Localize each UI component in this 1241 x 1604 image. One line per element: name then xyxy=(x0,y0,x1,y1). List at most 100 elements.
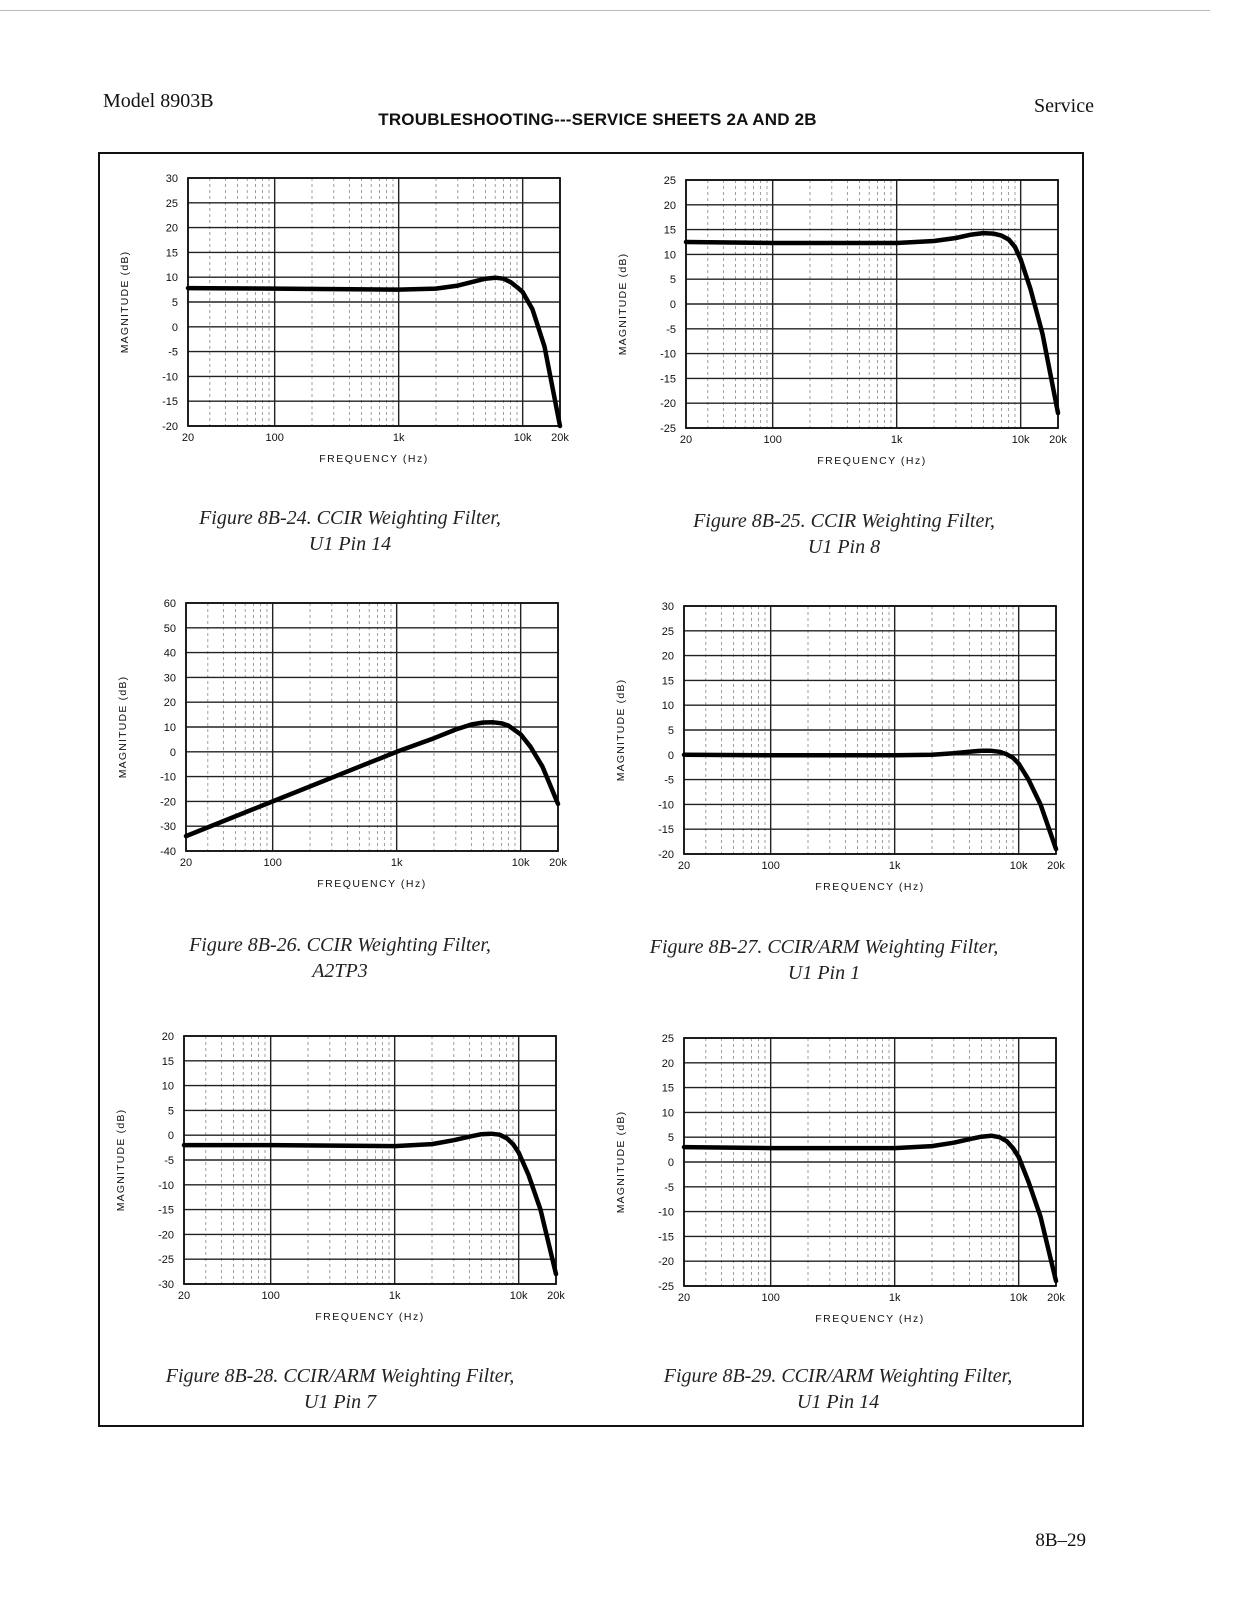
y-tick-label: 0 xyxy=(168,1130,174,1142)
y-tick-label: 25 xyxy=(664,175,676,187)
caption-figure-8b-27: Figure 8B-27. CCIR/ARM Weighting Filter,… xyxy=(604,934,1044,986)
model-label: Model 8903B xyxy=(103,90,214,112)
x-tick-label: 100 xyxy=(263,857,281,869)
y-tick-label: -20 xyxy=(160,796,176,808)
x-tick-label: 1k xyxy=(391,857,403,869)
x-axis-title: FREQUENCY (Hz) xyxy=(315,1311,424,1323)
plot-border xyxy=(185,602,559,852)
y-axis-title: MAGNITUDE (dB) xyxy=(617,253,629,356)
chart-figure-8b-25: 25 20 15 10 5 0 -5 -10 -15 -20 -25 20 100 1k 10k 20k FRE… xyxy=(608,170,1078,470)
caption-figure-8b-28: Figure 8B-28. CCIR/ARM Weighting Filter,… xyxy=(120,1363,560,1415)
caption-line2: U1 Pin 14 xyxy=(308,533,392,555)
y-tick-label: 25 xyxy=(662,1033,674,1045)
x-axis-title: FREQUENCY (Hz) xyxy=(815,1313,924,1325)
y-tick-label: 10 xyxy=(662,1107,674,1119)
x-tick-label: 100 xyxy=(261,1290,279,1302)
y-tick-label: -20 xyxy=(658,1256,674,1268)
y-tick-label: -30 xyxy=(160,821,176,833)
x-tick-label: 10k xyxy=(512,857,530,869)
y-tick-label: -20 xyxy=(162,421,178,433)
y-tick-label: 30 xyxy=(662,601,674,613)
y-tick-label: -40 xyxy=(160,846,176,858)
chart-figure-8b-29: 25 20 15 10 5 0 -5 -10 -15 -20 -25 20 100 1k 10k 20k FRE… xyxy=(606,1028,1076,1328)
y-tick-label: 5 xyxy=(668,1132,674,1144)
x-tick-label: 20 xyxy=(178,1290,190,1302)
x-tick-label: 10k xyxy=(510,1290,528,1302)
y-tick-label: -10 xyxy=(660,349,676,361)
caption-line2: U1 Pin 8 xyxy=(807,536,881,558)
y-tick-label: -15 xyxy=(658,1231,674,1243)
y-tick-label: 15 xyxy=(166,247,178,259)
y-tick-label: -5 xyxy=(664,775,674,787)
x-axis-title: FREQUENCY (Hz) xyxy=(317,878,426,890)
x-tick-label: 1k xyxy=(891,434,903,446)
x-axis-title: FREQUENCY (Hz) xyxy=(319,453,428,465)
y-tick-label: 15 xyxy=(664,225,676,237)
y-tick-label: 25 xyxy=(166,198,178,210)
y-tick-label: 5 xyxy=(668,725,674,737)
y-tick-label: 0 xyxy=(668,750,674,762)
x-tick-label: 20 xyxy=(678,860,690,872)
caption-line2: U1 Pin 1 xyxy=(787,962,861,984)
caption-line2: U1 Pin 7 xyxy=(303,1391,377,1413)
y-tick-label: 30 xyxy=(164,672,176,684)
caption-figure-8b-26: Figure 8B-26. CCIR Weighting Filter, A2T… xyxy=(120,932,560,984)
x-tick-label: 20 xyxy=(180,857,192,869)
y-tick-label: -20 xyxy=(660,398,676,410)
y-tick-label: 15 xyxy=(162,1056,174,1068)
y-tick-label: -20 xyxy=(658,849,674,861)
y-axis-title: MAGNITUDE (dB) xyxy=(115,1109,127,1212)
y-tick-label: -10 xyxy=(160,772,176,784)
y-tick-label: 15 xyxy=(662,1083,674,1095)
plot-border xyxy=(683,605,1057,855)
y-tick-label: 0 xyxy=(670,299,676,311)
y-tick-label: 10 xyxy=(164,722,176,734)
y-tick-label: -15 xyxy=(660,373,676,385)
y-tick-label: 20 xyxy=(164,697,176,709)
x-tick-label: 1k xyxy=(889,1292,901,1304)
page-top-rule xyxy=(0,10,1210,11)
x-tick-label: 20k xyxy=(1047,1292,1065,1304)
caption-figure-8b-29: Figure 8B-29. CCIR/ARM Weighting Filter,… xyxy=(618,1363,1058,1415)
x-tick-label: 20 xyxy=(678,1292,690,1304)
y-axis-title: MAGNITUDE (dB) xyxy=(615,679,627,782)
plot-border xyxy=(685,179,1059,429)
chart-figure-8b-24: 30 25 20 15 10 5 0 -5 -10 -15 -20 20 100 1k 10k 20k FREQ… xyxy=(110,168,580,468)
x-axis-title: FREQUENCY (Hz) xyxy=(815,881,924,893)
x-tick-label: 20 xyxy=(680,434,692,446)
x-tick-label: 1k xyxy=(889,860,901,872)
x-tick-label: 20k xyxy=(551,432,569,444)
y-tick-label: -15 xyxy=(162,396,178,408)
plot-border xyxy=(187,177,561,427)
y-tick-label: -30 xyxy=(158,1279,174,1291)
x-tick-label: 20k xyxy=(547,1290,565,1302)
y-tick-label: -25 xyxy=(660,423,676,435)
caption-line1: Figure 8B-25. CCIR Weighting Filter, xyxy=(693,510,995,532)
x-tick-label: 10k xyxy=(1010,1292,1028,1304)
y-tick-label: 20 xyxy=(664,200,676,212)
chart-figure-8b-28: 20 15 10 5 0 -5 -10 -15 -20 -25 -30 20 100 1k 10k 20k FR… xyxy=(106,1026,576,1326)
y-tick-label: -10 xyxy=(162,371,178,383)
y-tick-label: -25 xyxy=(658,1281,674,1293)
section-label: Service xyxy=(1034,95,1094,117)
caption-line1: Figure 8B-24. CCIR Weighting Filter, xyxy=(199,507,501,529)
x-tick-label: 20k xyxy=(1047,860,1065,872)
y-tick-label: 10 xyxy=(662,700,674,712)
y-tick-label: 5 xyxy=(172,297,178,309)
x-tick-label: 100 xyxy=(761,1292,779,1304)
x-tick-label: 100 xyxy=(265,432,283,444)
caption-figure-8b-25: Figure 8B-25. CCIR Weighting Filter, U1 … xyxy=(624,508,1064,560)
x-tick-label: 10k xyxy=(514,432,532,444)
response-curve xyxy=(683,230,1061,416)
y-tick-label: 20 xyxy=(662,1058,674,1070)
y-tick-label: 0 xyxy=(172,322,178,334)
y-tick-label: -5 xyxy=(168,347,178,359)
chart-figure-8b-26: 60 50 40 30 20 10 0 -10 -20 -30 -40 20 100 1k 10k 20k FR… xyxy=(108,593,578,893)
page-title: TROUBLESHOOTING---SERVICE SHEETS 2A AND … xyxy=(378,110,817,129)
caption-line2: A2TP3 xyxy=(312,960,368,982)
response-curve xyxy=(681,748,1059,852)
y-tick-label: 5 xyxy=(670,274,676,286)
figure-frame xyxy=(98,152,1084,1427)
y-tick-label: -10 xyxy=(658,1207,674,1219)
y-tick-label: -5 xyxy=(666,324,676,336)
